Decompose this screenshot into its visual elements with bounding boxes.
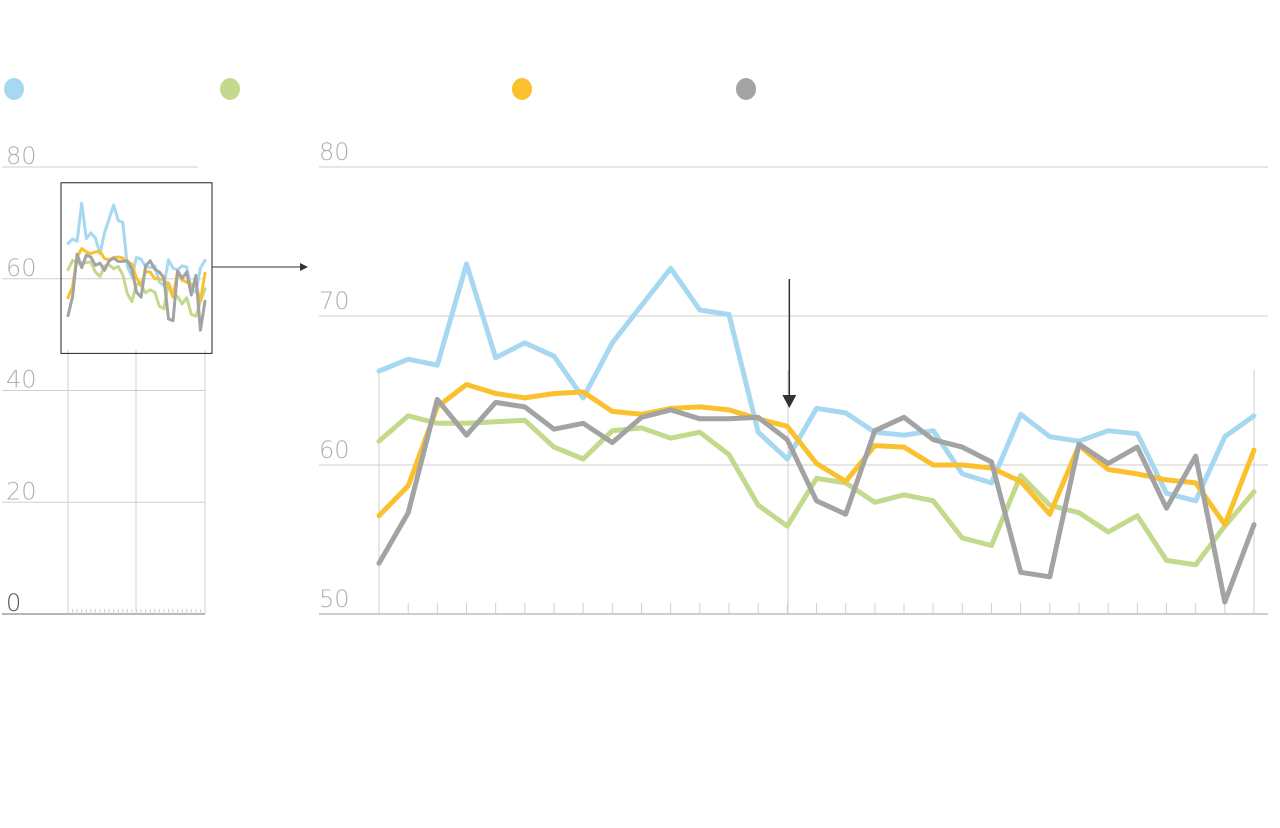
zoom-connector-arrowhead xyxy=(300,263,308,271)
overview-series-line-0 xyxy=(66,201,207,294)
zoom-box xyxy=(60,182,213,354)
legend-marker-0 xyxy=(4,78,24,100)
legend-marker-3 xyxy=(736,78,756,100)
detail-chart: 80 70 60 50 xyxy=(319,138,1268,615)
detail-series-line-2 xyxy=(376,382,1257,528)
zoom-connector xyxy=(212,263,308,271)
overview-series-line-2 xyxy=(66,247,207,303)
detail-series-line-0 xyxy=(376,261,1257,504)
legend-marker-1 xyxy=(220,78,240,100)
legend xyxy=(4,78,756,100)
annotation-arrowhead xyxy=(782,395,797,408)
overview-series-line-3 xyxy=(66,252,207,332)
overview-chart: 80 60 40 20 0 xyxy=(2,142,213,617)
overview-y-tick-label: 80 xyxy=(6,142,37,170)
overview-y-tick-label: 60 xyxy=(6,254,37,282)
detail-series-line-3 xyxy=(376,396,1257,605)
detail-y-tick-label: 50 xyxy=(319,585,350,613)
overview-y-tick-label: 0 xyxy=(6,589,21,617)
overview-y-tick-label: 20 xyxy=(6,477,37,505)
detail-y-tick-label: 70 xyxy=(319,287,350,315)
detail-y-tick-label: 80 xyxy=(319,138,350,166)
detail-y-tick-label: 60 xyxy=(319,436,350,464)
legend-marker-2 xyxy=(512,78,532,100)
overview-y-tick-label: 40 xyxy=(6,366,37,394)
detail-series-line-1 xyxy=(376,413,1257,568)
overview-series-line-1 xyxy=(66,258,207,318)
